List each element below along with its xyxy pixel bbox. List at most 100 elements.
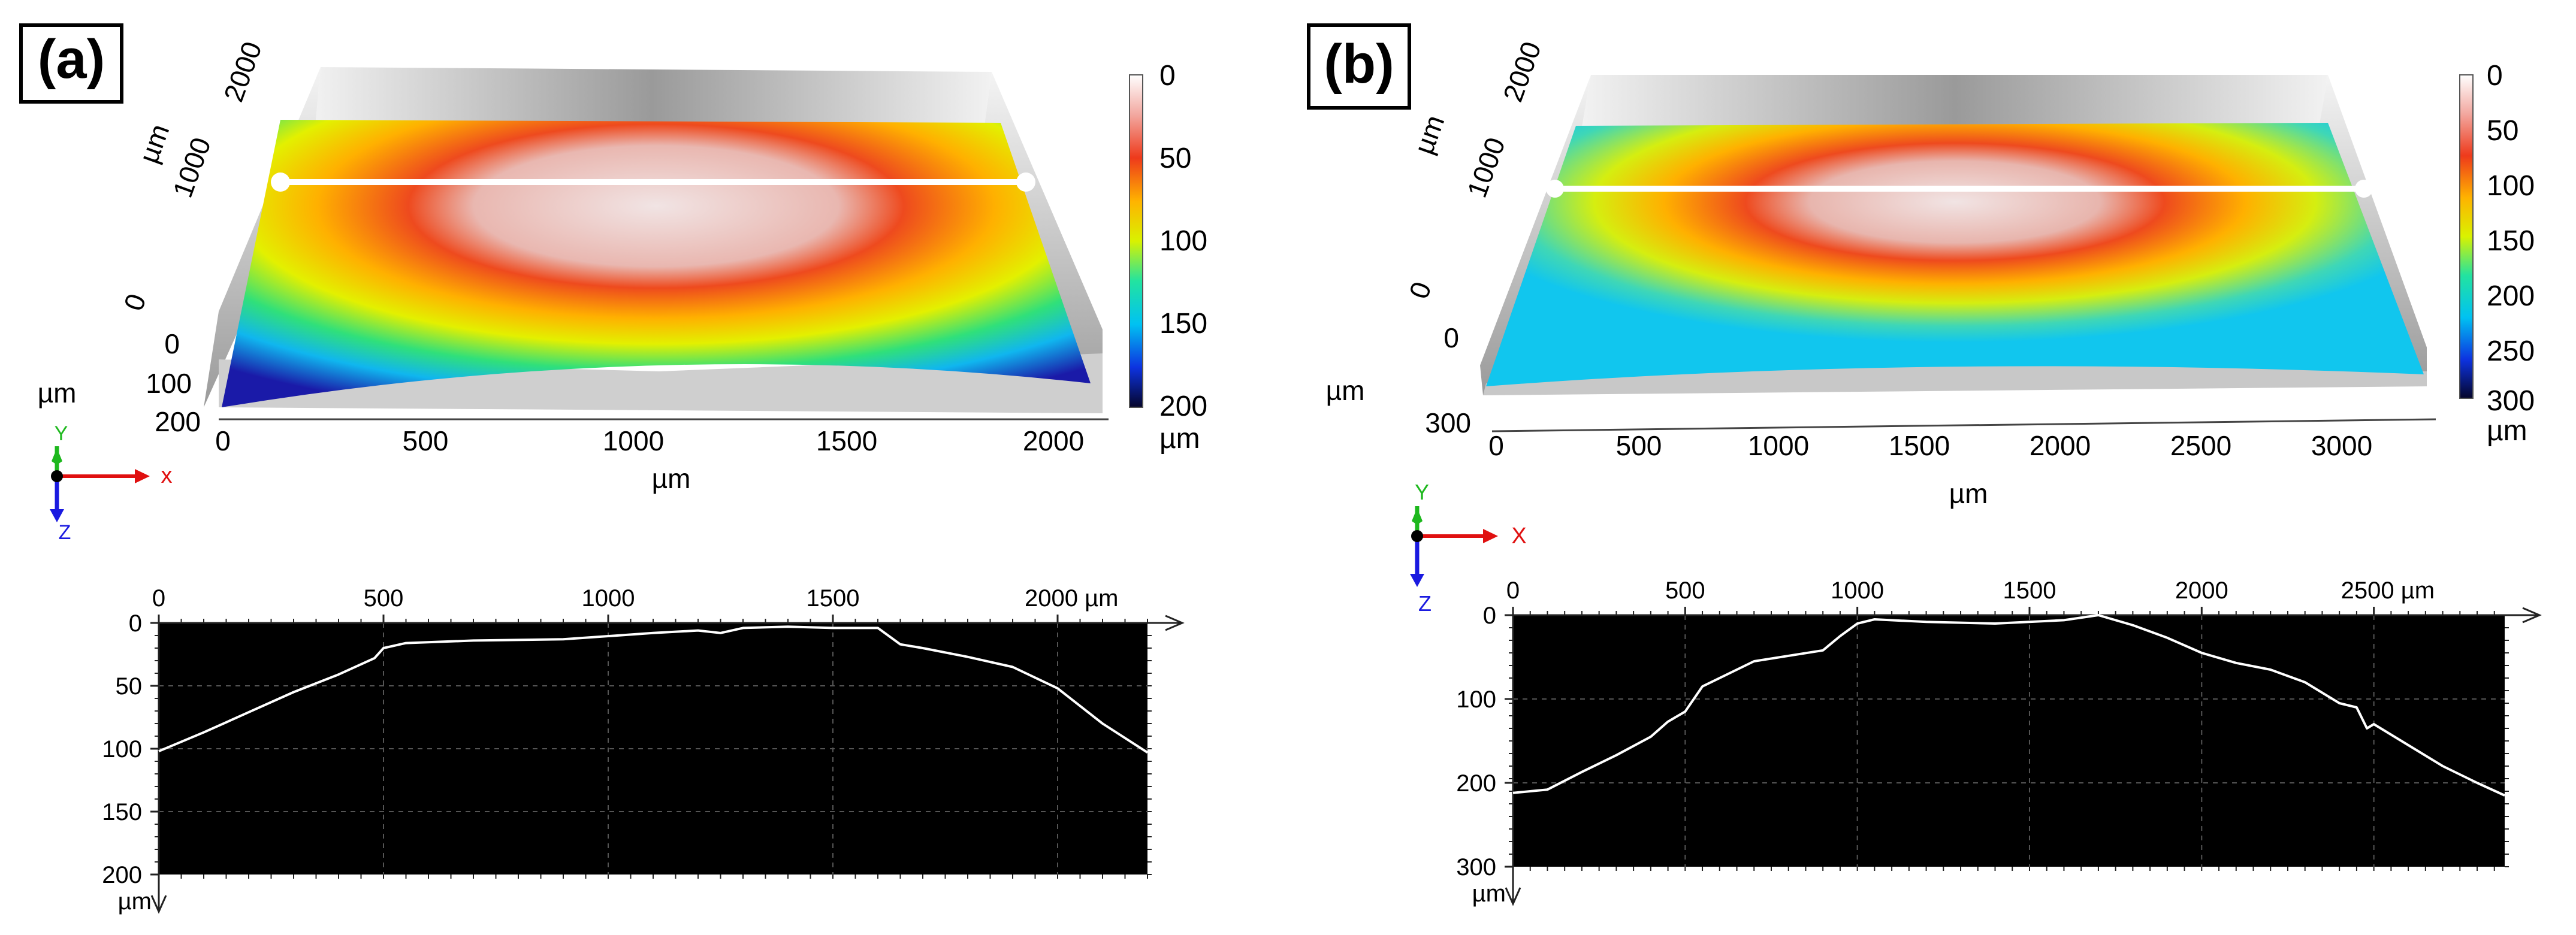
panel-a-y-tick-label: 100 <box>102 736 142 762</box>
panel-b-left-wall <box>1480 75 1591 395</box>
panel-a-colorbar-unit: µm <box>1159 423 1200 455</box>
panel-b-surface-x-unit: µm <box>1949 478 1988 509</box>
panel-a-surface-y-tick-0: 0 <box>117 290 152 315</box>
panel-a-label: (a) <box>38 29 105 90</box>
panel-b-surface-y-tick-2000: 2000 <box>1497 38 1547 106</box>
panel-b-colorbar-tick-300: 300 <box>2487 385 2535 417</box>
panel-b-triad-y-head <box>1412 508 1423 525</box>
panel-b-surface-x-tick-2000: 2000 <box>2030 430 2091 461</box>
panel-a-x-axis-arrow <box>1165 615 1185 631</box>
panel-b-profile-line <box>1512 614 2505 797</box>
panel-b-colorbar-tick-100: 100 <box>2487 170 2535 202</box>
panel-a-y-tick-label: 50 <box>116 673 143 700</box>
panel-b-x-tick-label: 1500 <box>2003 577 2056 604</box>
panel-b-surface-x-tick-3000: 3000 <box>2311 430 2372 461</box>
panel-b-triad-x-label: X <box>1511 524 1526 549</box>
panel-b-surface-y-tick-0: 0 <box>1403 278 1438 303</box>
panel-b-surface-x-tick-1500: 1500 <box>1889 430 1950 461</box>
panel-b-surface <box>1486 123 2424 386</box>
panel-b-triad-z-label: Z <box>1418 591 1432 616</box>
panel-b-colorbar-tick-200: 200 <box>2487 280 2535 312</box>
panel-a-triad-z-head <box>50 509 64 522</box>
panel-b-front-wall <box>1483 362 2427 395</box>
panel-b-x-tick-label: 1000 <box>1831 577 1884 604</box>
panel-b-surface-z-tick-0: 0 <box>1443 322 1459 353</box>
panel-b-label-box <box>1307 23 1411 110</box>
panel-a-x-tick-label: 2000 µm <box>1025 585 1118 612</box>
panel-a-surface-y-unit: µm <box>132 120 175 167</box>
panel-a-y-axis-arrow <box>150 895 167 914</box>
panel-b-surface-z-unit: µm <box>1326 375 1365 406</box>
panel-b-section-start <box>1546 180 1564 198</box>
panel-a-surface-y-tick-1000: 1000 <box>167 134 217 202</box>
panel-b-section-end <box>2355 180 2373 198</box>
panel-a-section-start <box>271 173 290 192</box>
panel-b-plot-area <box>1513 615 2505 867</box>
panel-a-x-tick-label: 500 <box>364 585 404 612</box>
panel-a: (a) 0 500 1000 1500 2000 µm 2000 1000 0 … <box>19 23 1207 915</box>
panel-b-surface-x-tick-0: 0 <box>1488 430 1504 461</box>
panel-a-surface-z-tick-0: 0 <box>164 328 180 359</box>
panel-b-colorbar-tick-0: 0 <box>2487 60 2503 92</box>
panel-a-surface-x-tick-1500: 1500 <box>816 425 877 456</box>
panel-b-triad-x-head <box>1483 529 1498 543</box>
panel-b-right-wall <box>2319 75 2427 386</box>
panel-b-triad-origin <box>1411 530 1423 542</box>
panel-a-surface <box>222 120 1091 407</box>
panel-b: (b) 0 500 1000 1500 2000 2500 3000 µm 20… <box>1307 23 2542 907</box>
panel-b-x-tick-label: 500 <box>1665 577 1705 604</box>
panel-b-triad-y-label: Y <box>1415 480 1429 504</box>
panel-a-y-tick-label: 0 <box>129 610 142 637</box>
panel-a-section-end <box>1016 173 1035 192</box>
panel-a-colorbar <box>1129 74 1143 408</box>
panel-b-axes-triad: Y X Z <box>1410 480 1527 616</box>
panel-b-y-tick-label: 200 <box>1456 770 1496 797</box>
panel-a-triad-x-label: x <box>161 463 173 488</box>
panel-b-y-tick-label: 300 <box>1456 854 1496 880</box>
panel-a-surface-y-tick-2000: 2000 <box>218 38 268 106</box>
panel-a-triad-x-head <box>135 469 150 483</box>
panel-b-y-tick-label: 0 <box>1483 603 1496 629</box>
panel-a-surface-x-unit: µm <box>652 463 691 494</box>
panel-a-surface-z-tick-200: 200 <box>155 406 201 437</box>
panel-b-colorbar <box>2459 74 2474 399</box>
panel-b-y-unit: µm <box>1472 880 1506 907</box>
panel-a-surface-x-tick-1000: 1000 <box>603 425 664 456</box>
panel-a-colorbar-tick-200: 200 <box>1159 391 1207 422</box>
panel-b-surface-y-unit: µm <box>1408 111 1450 158</box>
panel-a-y-tick-label: 150 <box>102 799 142 825</box>
panel-a-surface-z-unit: µm <box>38 377 77 409</box>
panel-a-x-tick-label: 1000 <box>582 585 635 612</box>
panel-b-colorbar-tick-50: 50 <box>2487 115 2518 147</box>
panel-a-triad-origin <box>51 470 63 482</box>
panel-a-x-tick-label: 1500 <box>807 585 860 612</box>
panel-b-y-tick-label: 100 <box>1456 686 1496 713</box>
panel-a-triad-y-label: Y <box>55 422 68 445</box>
panel-a-triad-y-head <box>52 448 62 465</box>
panel-b-colorbar-tick-250: 250 <box>2487 335 2535 367</box>
panel-a-surface-x-tick-2000: 2000 <box>1023 425 1084 456</box>
panel-b-x-axis-arrow <box>2522 607 2542 624</box>
panel-a-colorbar-tick-0: 0 <box>1159 60 1176 92</box>
panel-b-label: (b) <box>1324 34 1394 95</box>
panel-a-surface-x-tick-0: 0 <box>215 425 231 456</box>
panel-b-surface-x-axis <box>1491 418 2436 432</box>
panel-b-colorbar-tick-150: 150 <box>2487 225 2535 257</box>
panel-a-x-tick-label: 0 <box>152 585 165 612</box>
panel-a-triad-z-label: Z <box>59 521 71 544</box>
panel-a-colorbar-tick-100: 100 <box>1159 225 1207 257</box>
panel-b-x-tick-label: 2000 <box>2175 577 2228 604</box>
panel-b-surface-x-tick-1000: 1000 <box>1748 430 1809 461</box>
panel-b-surface-y-tick-1000: 1000 <box>1461 134 1511 202</box>
panel-b-surface-x-tick-2500: 2500 <box>2170 430 2231 461</box>
panel-a-colorbar-tick-150: 150 <box>1159 308 1207 340</box>
panel-a-y-unit: µm <box>118 888 152 915</box>
panel-a-colorbar-tick-50: 50 <box>1159 143 1191 174</box>
panel-b-back-wall <box>1582 75 2328 127</box>
panel-b-colorbar-unit: µm <box>2487 415 2527 447</box>
panel-a-y-tick-label: 200 <box>102 862 142 888</box>
panel-b-x-tick-label: 2500 µm <box>2341 577 2435 604</box>
panel-a-profile-line <box>158 625 1149 754</box>
